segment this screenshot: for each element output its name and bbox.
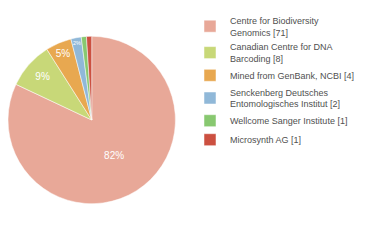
svg-text:Canadian Centre for DNABarcodi: Canadian Centre for DNABarcoding [8]: [230, 42, 333, 64]
svg-text:2%: 2%: [73, 40, 81, 46]
svg-text:9%: 9%: [35, 71, 50, 82]
svg-text:Centre for BiodiversityGenomic: Centre for BiodiversityGenomics [71]: [230, 16, 319, 38]
svg-text:Mined from GenBank, NCBI [4]: Mined from GenBank, NCBI [4]: [230, 71, 354, 81]
svg-text:5%: 5%: [56, 48, 71, 59]
svg-text:82%: 82%: [104, 150, 124, 161]
svg-text:Microsynth AG [1]: Microsynth AG [1]: [230, 135, 301, 145]
svg-text:Wellcome Sanger Institute [1]: Wellcome Sanger Institute [1]: [230, 116, 347, 126]
svg-text:Senckenberg DeutschesEntomolog: Senckenberg DeutschesEntomologisches Ins…: [230, 88, 340, 110]
